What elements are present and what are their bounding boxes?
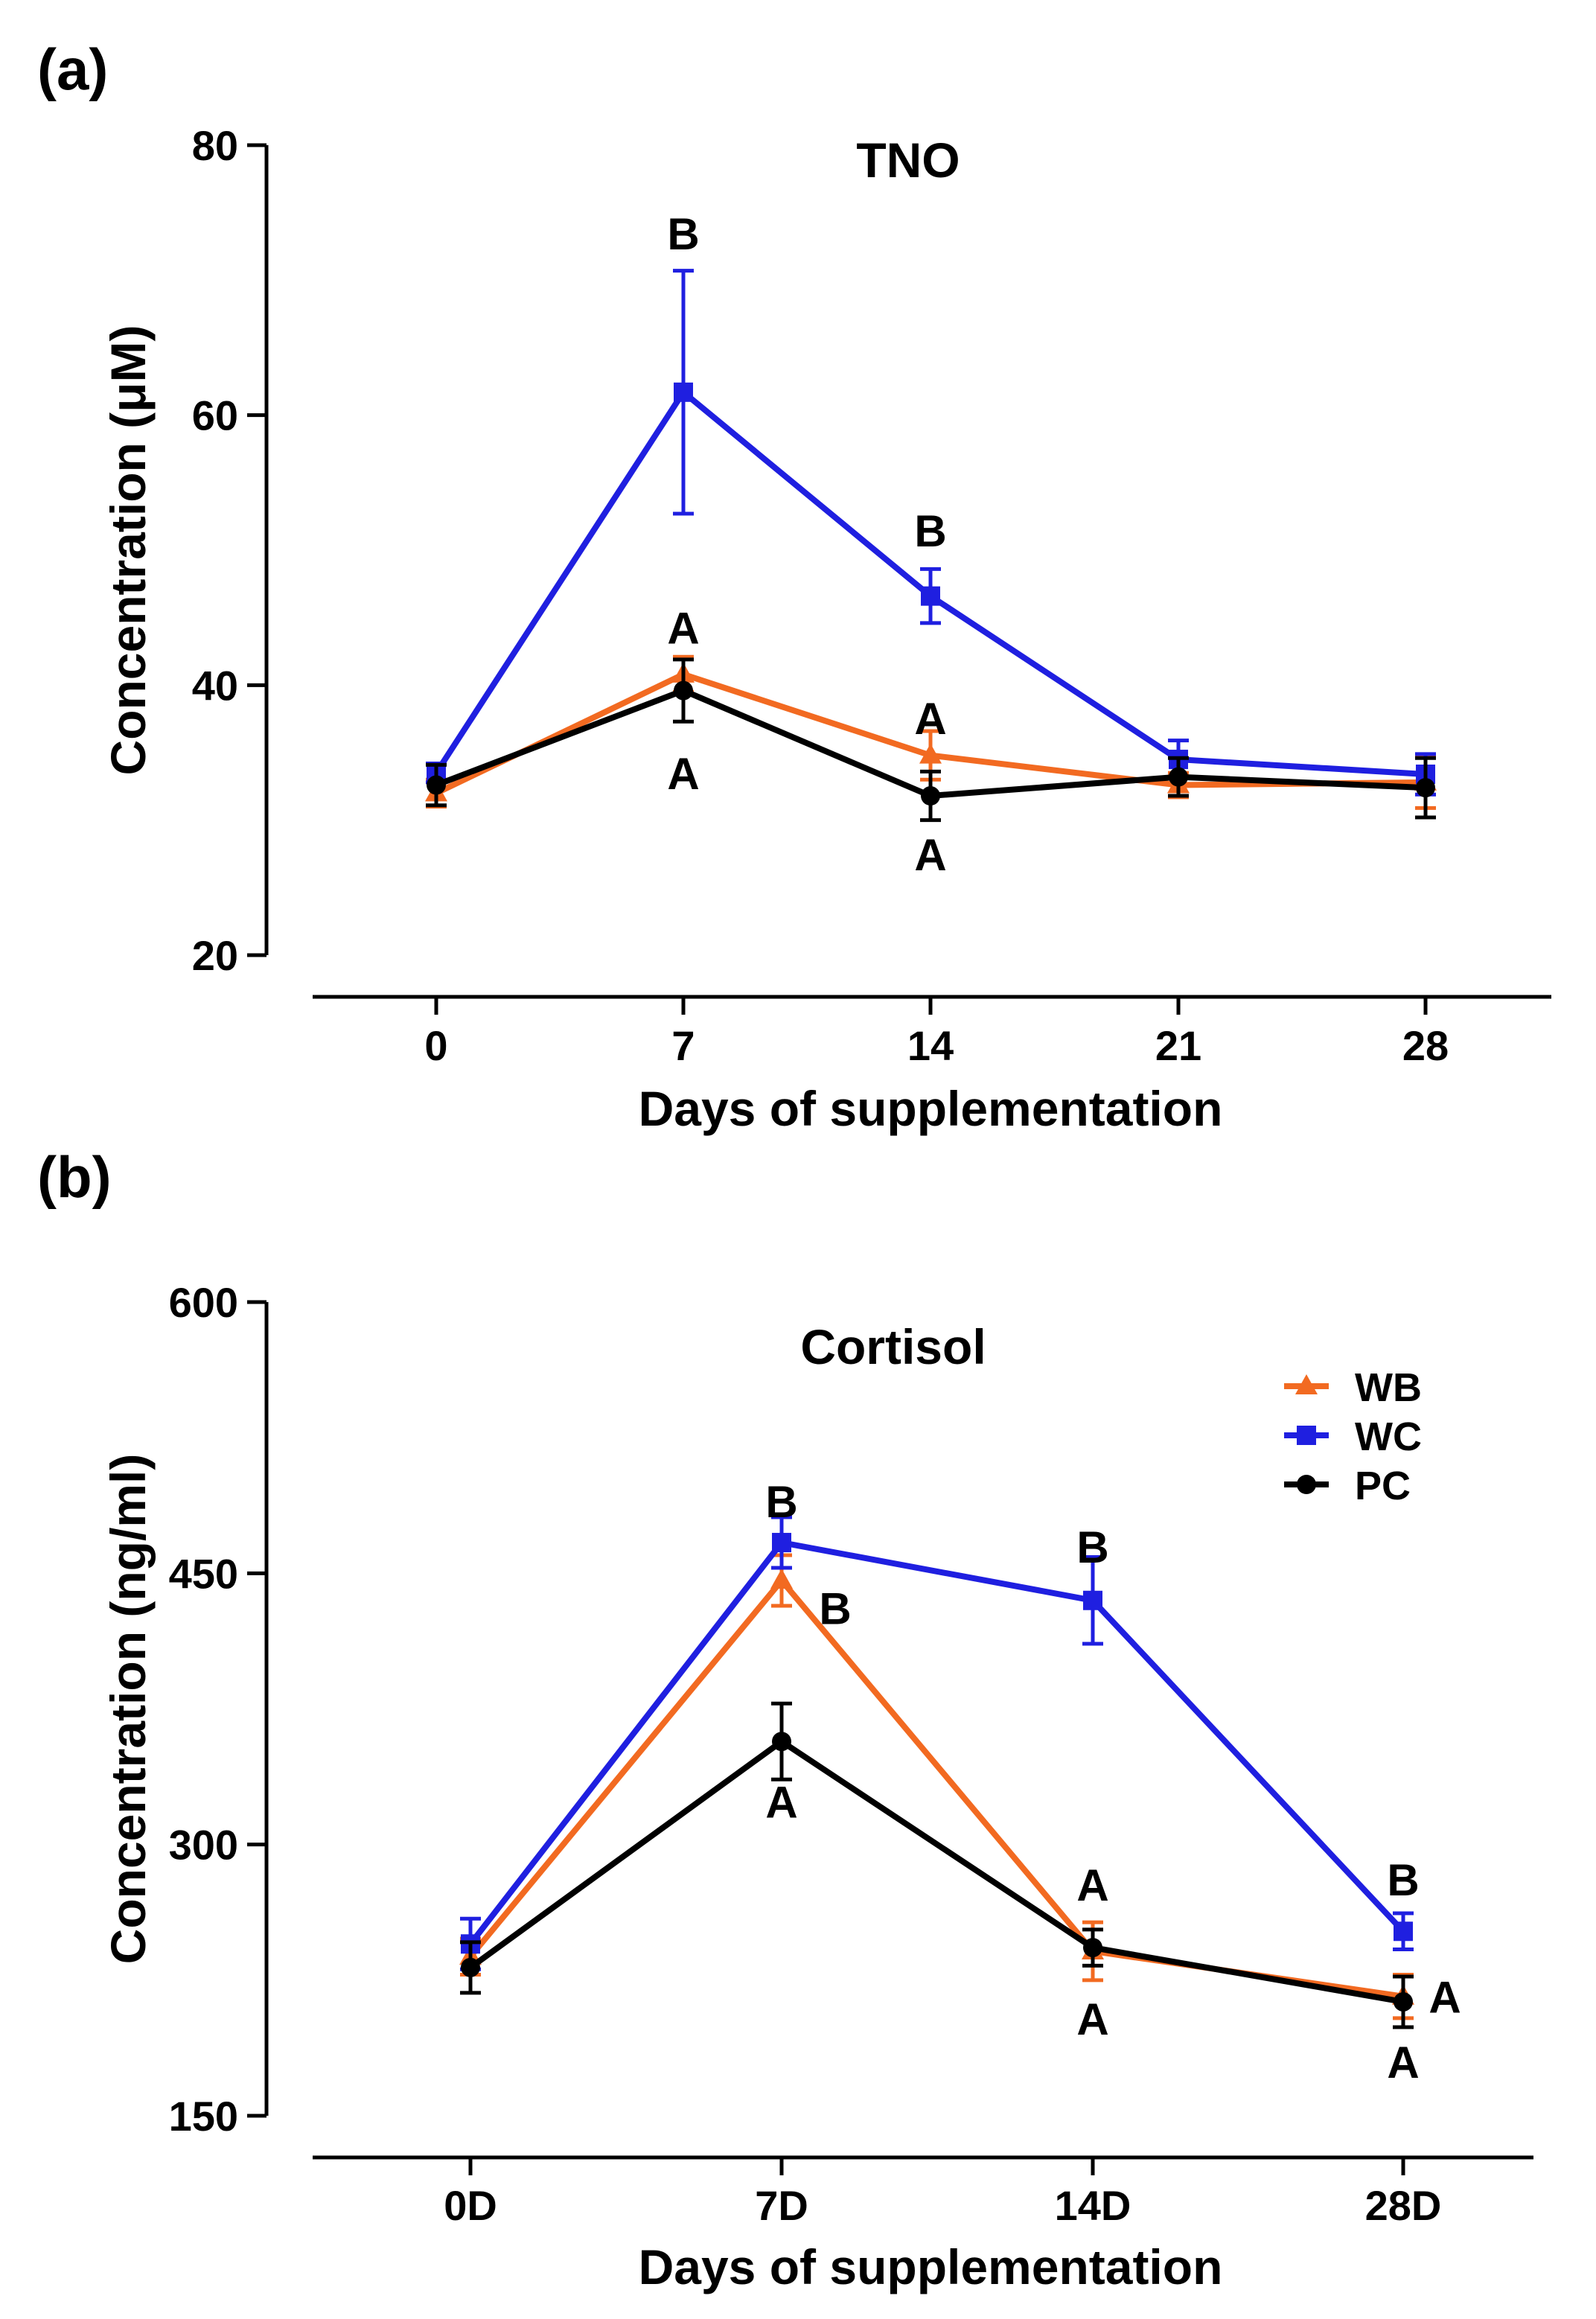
significance-label: B (765, 1477, 797, 1527)
data-point (919, 743, 942, 764)
data-point (1083, 1938, 1102, 1958)
significance-label: A (914, 830, 946, 880)
significance-label: A (1076, 1994, 1108, 2044)
data-point (772, 1533, 791, 1553)
x-tick-label: 14D (1055, 2182, 1131, 2229)
significance-label: B (819, 1583, 851, 1633)
series-pc (426, 657, 1436, 823)
y-axis-label: Concentration (ng/ml) (100, 1454, 156, 1965)
data-point (772, 1732, 791, 1752)
significance-label: A (1429, 1973, 1461, 2023)
x-tick-label: 28 (1402, 1022, 1449, 1069)
chart-title: TNO (856, 133, 960, 188)
legend-label: PC (1355, 1464, 1411, 1508)
series-line (467, 1540, 1405, 1946)
data-point (921, 786, 940, 806)
y-tick-label: 450 (169, 1550, 238, 1597)
data-point (770, 1569, 793, 1589)
y-axis-label: Concentration (μM) (100, 325, 156, 776)
panel-a: (a) TNO 20 40 60 80 Concentration (μM) 0 7 14 21 28… (37, 36, 1551, 1136)
y-tick-label: 20 (192, 932, 238, 979)
significance-label: A (1387, 2038, 1419, 2087)
data-point (921, 586, 940, 606)
x-tick-label: 7 (671, 1022, 695, 1069)
panel-label: (b) (37, 1144, 112, 1210)
data-point (427, 775, 446, 795)
y-tick-label: 150 (169, 2093, 238, 2140)
x-axis-label: Days of supplementation (639, 1081, 1223, 1136)
series-line (468, 1738, 1404, 2005)
significance-label: B (1387, 1855, 1419, 1905)
chart-title: Cortisol (800, 1319, 986, 1374)
legend-swatch-marker (1295, 1374, 1318, 1394)
panel-label: (a) (37, 36, 108, 102)
series-wc (460, 1515, 1414, 1971)
series-line (467, 1578, 1404, 2000)
data-point (1169, 767, 1188, 787)
significance-label: A (1076, 1860, 1108, 1910)
data-point (461, 1957, 480, 1977)
data-point (1083, 1590, 1102, 1610)
significance-label: B (914, 506, 946, 556)
significance-label: B (1076, 1522, 1108, 1572)
significance-label: A (914, 694, 946, 744)
significance-label: A (765, 1777, 797, 1827)
x-tick-label: 0 (424, 1022, 447, 1069)
series-pc (460, 1701, 1414, 2029)
legend-swatch-marker (1297, 1426, 1316, 1445)
y-tick-label: 80 (192, 122, 238, 169)
data-point (1416, 778, 1435, 798)
y-tick-label: 600 (169, 1279, 238, 1326)
data-point (674, 680, 693, 701)
x-tick-label: 7D (755, 2182, 808, 2229)
panel-b: (b) Cortisol 150 300 450 600 Concentration (ng… (37, 1144, 1533, 2294)
data-point (1394, 1921, 1413, 1942)
y-tick-label: 300 (169, 1822, 238, 1869)
legend-label: WC (1355, 1414, 1422, 1459)
x-tick-label: 21 (1155, 1022, 1201, 1069)
significance-label: A (667, 603, 699, 653)
data-point (674, 382, 693, 402)
x-tick-label: 14 (907, 1022, 954, 1069)
legend-label: WB (1355, 1365, 1422, 1410)
x-axis-label: Days of supplementation (639, 2239, 1223, 2294)
y-tick-label: 60 (192, 392, 238, 439)
x-tick-label: 0D (444, 2182, 497, 2229)
x-tick-label: 28D (1365, 2182, 1442, 2229)
significance-label: B (667, 209, 699, 259)
significance-label: A (667, 749, 699, 799)
legend-swatch-marker (1297, 1475, 1316, 1494)
data-point (1394, 1991, 1413, 2012)
y-tick-label: 40 (192, 662, 238, 709)
